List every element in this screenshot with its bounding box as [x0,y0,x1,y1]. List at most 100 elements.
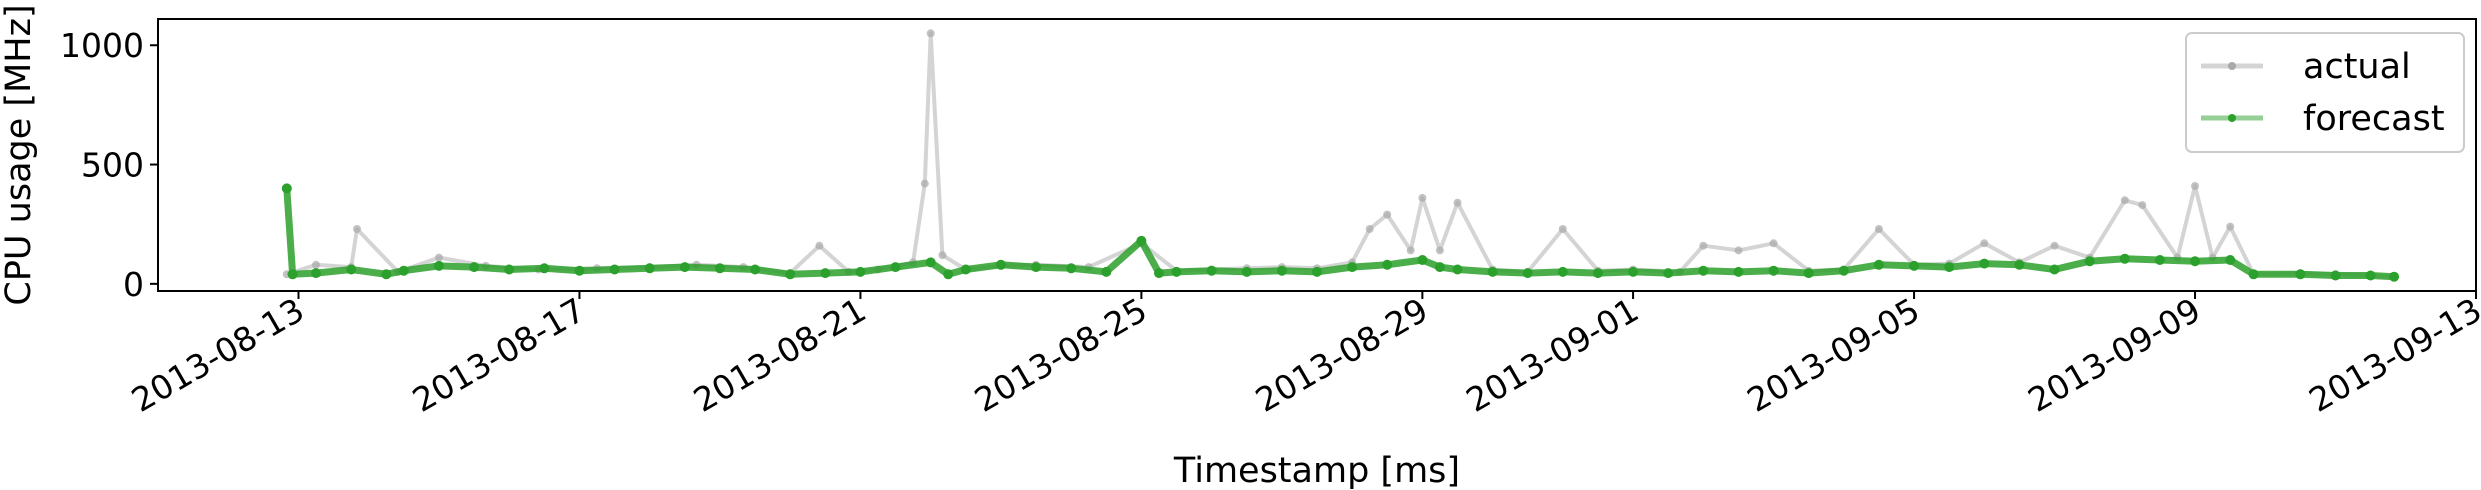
x-axis-label: Timestamp [ms] [1173,451,1460,490]
data-point-forecast-19 [890,262,901,273]
data-point-actual-45 [1769,239,1778,248]
data-point-forecast-29 [1171,266,1182,277]
data-point-actual-13 [815,241,824,250]
data-point-forecast-6 [434,260,444,271]
data-point-forecast-13 [679,262,690,273]
data-point-actual-48 [1874,225,1883,233]
data-point-forecast-30 [1206,265,1217,276]
data-point-forecast-50 [1873,259,1884,270]
data-point-forecast-28 [1154,268,1164,279]
data-point-forecast-16 [785,269,796,280]
x-tick-label: 2013-09-01 [1460,290,1646,420]
data-point-actual-39 [1558,225,1567,233]
data-point-forecast-4 [381,269,392,280]
data-point-forecast-55 [2049,264,2060,275]
data-point-actual-55 [2120,196,2129,205]
x-tick-label: 2013-08-21 [687,290,873,420]
data-point-forecast-8 [504,264,515,275]
data-point-actual-1 [312,260,320,269]
y-tick-label: 500 [81,146,144,185]
data-point-forecast-18 [855,266,866,277]
x-tick-label: 2013-08-17 [406,290,592,420]
data-point-forecast-36 [1417,255,1428,265]
data-point-actual-33 [1406,246,1415,255]
legend-marker-forecast [2228,114,2236,122]
data-point-forecast-21 [943,269,954,280]
data-point-forecast-63 [2330,270,2341,281]
data-point-forecast-40 [1522,268,1533,279]
data-point-forecast-49 [1838,265,1849,276]
data-point-forecast-34 [1347,262,1358,273]
data-point-forecast-2 [311,268,321,279]
data-point-forecast-62 [2295,269,2306,280]
data-point-forecast-41 [1557,266,1568,277]
data-point-forecast-37 [1434,262,1445,273]
data-point-forecast-48 [1803,268,1814,279]
data-point-forecast-52 [1944,262,1955,273]
data-point-forecast-17 [820,268,831,279]
data-point-forecast-65 [2389,271,2400,282]
data-point-forecast-14 [714,263,725,274]
data-point-forecast-9 [539,263,550,274]
legend-label-forecast: forecast [2303,99,2445,139]
data-point-forecast-32 [1276,265,1287,276]
x-tick-label: 2013-09-09 [2021,290,2207,420]
data-point-actual-34 [1418,193,1427,202]
data-point-forecast-51 [1909,260,1920,271]
data-point-actual-31 [1365,225,1374,233]
data-point-actual-35 [1435,246,1444,255]
x-tick-label: 2013-09-05 [1741,290,1927,420]
data-point-forecast-31 [1241,266,1252,277]
data-point-actual-19 [938,251,947,260]
data-point-forecast-57 [2119,253,2130,264]
data-point-actual-60 [2226,222,2235,231]
data-point-forecast-10 [574,265,585,276]
y-tick-label: 0 [123,265,144,304]
data-point-actual-18 [926,29,935,38]
data-point-forecast-54 [2014,259,2025,270]
data-point-forecast-27 [1136,235,1147,246]
data-point-forecast-38 [1452,264,1463,275]
data-point-forecast-53 [1979,258,1990,269]
data-point-forecast-23 [995,259,1006,270]
x-tick-label: 2013-09-13 [2302,290,2481,420]
data-point-forecast-25 [1066,263,1077,274]
data-point-forecast-46 [1733,266,1744,277]
legend-label-actual: actual [2303,47,2411,87]
data-point-actual-36 [1453,198,1462,207]
data-point-forecast-59 [2190,256,2200,267]
data-point-forecast-39 [1487,266,1498,277]
data-point-actual-58 [2191,182,2199,190]
data-point-actual-17 [920,179,929,188]
x-tick-label: 2013-08-29 [1249,290,1435,420]
data-point-forecast-44 [1663,268,1674,279]
data-point-forecast-1 [287,269,298,280]
data-point-forecast-11 [609,264,620,275]
data-point-forecast-56 [2084,256,2095,267]
data-point-forecast-12 [644,263,655,274]
data-point-forecast-3 [346,264,357,275]
plot-background [158,19,2476,291]
data-point-forecast-20 [925,257,936,268]
data-point-forecast-58 [2154,255,2165,265]
data-point-actual-44 [1734,246,1743,255]
series-layer [281,29,2400,282]
data-point-forecast-26 [1101,266,1112,277]
x-tick-label: 2013-08-25 [968,290,1154,420]
data-point-forecast-64 [2365,270,2376,281]
data-point-forecast-61 [2248,269,2259,280]
y-tick-label: 1000 [60,26,144,65]
data-point-actual-53 [2050,241,2059,250]
series-line-forecast [283,188,2395,281]
legend: actual forecast [2185,32,2465,153]
data-point-forecast-33 [1312,266,1322,277]
data-point-forecast-45 [1698,265,1709,276]
legend-frame [2185,32,2465,153]
x-tick-label: 2013-08-13 [125,290,311,420]
data-point-forecast-42 [1593,268,1603,279]
data-point-actual-51 [1980,239,1989,248]
data-point-forecast-47 [1768,265,1779,276]
data-point-forecast-22 [960,264,971,275]
y-axis: 0 500 1000 [60,26,158,304]
